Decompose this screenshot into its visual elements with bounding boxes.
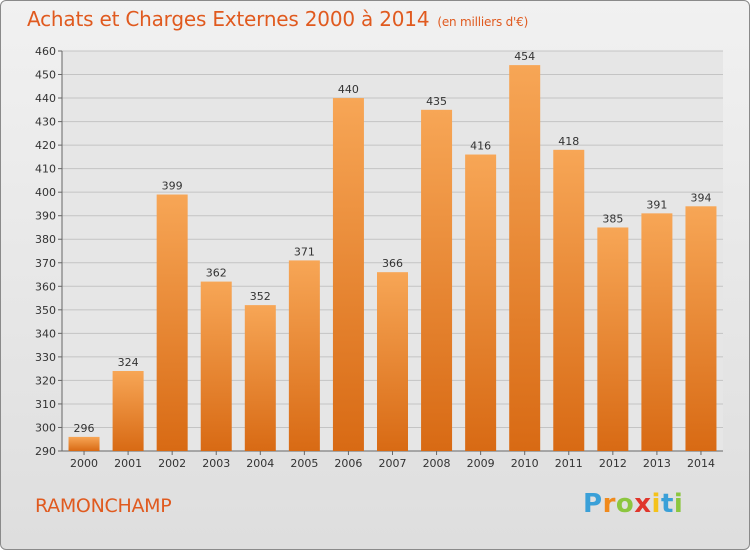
y-tick-label: 440 [35,92,56,105]
y-tick-label: 430 [35,116,56,129]
bar-value-label: 418 [558,135,579,148]
y-tick-label: 290 [35,445,56,458]
y-tick-label: 330 [35,351,56,364]
chart-title-text: Achats et Charges Externes 2000 à 2014 [27,7,430,31]
bar [553,149,585,451]
y-tick-label: 340 [35,327,56,340]
y-tick-label: 410 [35,163,56,176]
y-tick-label: 350 [35,304,56,317]
bar [421,109,453,451]
bar [509,65,541,451]
bar-value-label: 324 [118,356,139,369]
x-tick-label: 2000 [70,457,98,470]
proxiti-logo: Proxiti [583,489,683,519]
bar [332,98,364,451]
logo-letter: t [660,489,674,519]
x-tick-label: 2007 [379,457,407,470]
bar [597,227,629,451]
logo-letter: r [602,489,616,519]
logo-letter: i [651,489,661,519]
x-tick-label: 2004 [246,457,274,470]
bar [377,272,408,451]
y-tick-label: 420 [35,139,56,152]
bar-value-label: 366 [382,257,403,270]
y-tick-label: 390 [35,210,56,223]
bar [685,206,717,451]
bar-value-label: 440 [338,83,359,96]
bar-value-label: 385 [602,212,623,225]
y-tick-label: 370 [35,257,56,270]
bar [288,260,320,451]
bar [465,154,497,451]
chart-unit: (en milliers d'€) [437,15,529,29]
x-tick-label: 2001 [114,457,142,470]
x-tick-label: 2010 [511,457,539,470]
bar [200,281,232,451]
y-tick-label: 360 [35,280,56,293]
y-tick-label: 380 [35,233,56,246]
x-tick-label: 2012 [599,457,627,470]
logo-letter: o [615,489,635,519]
x-tick-label: 2011 [555,457,583,470]
commune-name: RAMONCHAMP [35,495,172,517]
bar [641,213,673,451]
bar-value-label: 416 [470,140,491,153]
x-tick-label: 2014 [687,457,715,470]
logo-letter: i [673,489,684,519]
logo-letter: P [583,489,603,519]
y-tick-label: 320 [35,374,56,387]
x-tick-label: 2005 [290,457,318,470]
bar-value-label: 371 [294,245,315,258]
bar-value-label: 296 [74,422,95,435]
bar-value-label: 391 [646,198,667,211]
logo-letter: x [634,489,652,519]
chart-title: Achats et Charges Externes 2000 à 2014 (e… [27,7,528,31]
bar-value-label: 362 [206,267,227,280]
bar [244,305,276,451]
x-tick-label: 2013 [643,457,671,470]
y-tick-label: 310 [35,398,56,411]
bar [68,436,100,451]
y-tick-label: 400 [35,186,56,199]
y-tick-label: 450 [35,69,56,82]
bar-value-label: 399 [162,180,183,193]
bar-value-label: 394 [690,191,711,204]
y-tick-label: 300 [35,421,56,434]
x-tick-label: 2006 [334,457,362,470]
x-tick-label: 2002 [158,457,186,470]
bar [112,371,144,451]
x-tick-label: 2003 [202,457,230,470]
bar-value-label: 454 [514,50,535,63]
x-tick-label: 2009 [467,457,495,470]
bar [156,194,188,451]
y-tick-label: 460 [35,45,56,58]
bar-value-label: 435 [426,95,447,108]
bar-value-label: 352 [250,290,271,303]
x-tick-label: 2008 [423,457,451,470]
